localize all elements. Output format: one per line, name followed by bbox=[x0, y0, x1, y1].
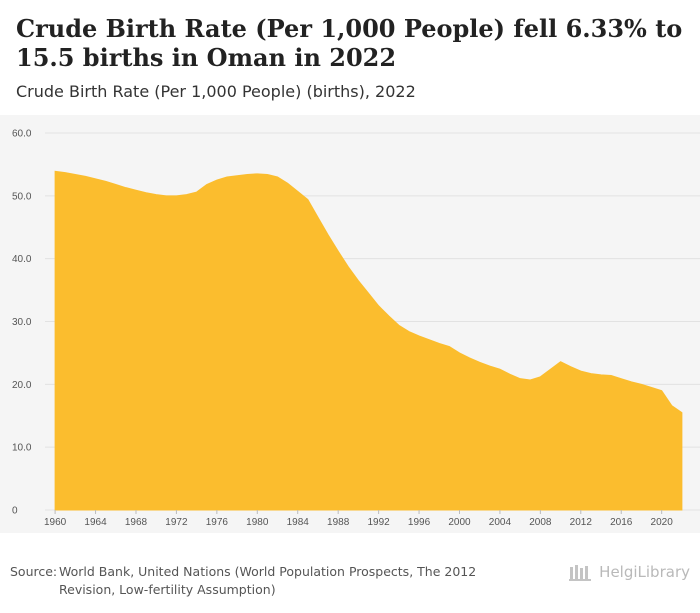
birth-rate-area-chart: 0 10.0 20.0 30.0 40.0 50.0 60.0 1960 1964 1968 197… bbox=[12, 129, 700, 528]
x-tick-label: 2016 bbox=[610, 517, 633, 528]
x-tick-label: 1960 bbox=[44, 517, 67, 528]
brand-logo: HelgiLibrary bbox=[569, 563, 690, 581]
series-area-oman bbox=[54, 170, 683, 511]
y-tick-label: 50.0 bbox=[12, 191, 32, 202]
source-note: Source: World Bank, United Nations (World… bbox=[10, 563, 530, 599]
x-tick-label: 1972 bbox=[165, 517, 188, 528]
y-tick-label: 40.0 bbox=[12, 254, 32, 265]
x-tick-label: 1964 bbox=[84, 517, 107, 528]
chart-panel: 0 10.0 20.0 30.0 40.0 50.0 60.0 1960 1964 1968 197… bbox=[0, 115, 700, 533]
library-icon bbox=[569, 565, 592, 581]
x-tick-label: 2008 bbox=[529, 517, 552, 528]
y-tick-label: 60.0 bbox=[12, 129, 32, 140]
y-tick-label: 0 bbox=[12, 506, 18, 517]
x-tick-label: 1968 bbox=[125, 517, 148, 528]
x-tick-label: 1976 bbox=[206, 517, 229, 528]
x-tick-label: 1984 bbox=[287, 517, 310, 528]
x-tick-label: 2000 bbox=[448, 517, 471, 528]
x-tick-label: 2004 bbox=[489, 517, 512, 528]
source-line-2: Revision, Low-fertility Assumption) bbox=[59, 582, 276, 597]
chart-title: Crude Birth Rate (Per 1,000 People) fell… bbox=[16, 14, 683, 72]
y-tick-label: 10.0 bbox=[12, 443, 32, 454]
x-tick-label: 2020 bbox=[651, 517, 674, 528]
y-tick-label: 30.0 bbox=[12, 317, 32, 328]
chart-subtitle: Crude Birth Rate (Per 1,000 People) (bir… bbox=[16, 82, 416, 101]
x-tick-label: 1996 bbox=[408, 517, 431, 528]
source-line-1: World Bank, United Nations (World Popula… bbox=[59, 564, 477, 579]
x-tick-label: 1980 bbox=[246, 517, 269, 528]
brand-name: HelgiLibrary bbox=[599, 563, 690, 581]
y-tick-label: 20.0 bbox=[12, 380, 32, 391]
x-tick-label: 1988 bbox=[327, 517, 350, 528]
x-tick-label: 2012 bbox=[570, 517, 593, 528]
source-label: Source: bbox=[10, 564, 58, 579]
x-tick-label: 1992 bbox=[367, 517, 390, 528]
